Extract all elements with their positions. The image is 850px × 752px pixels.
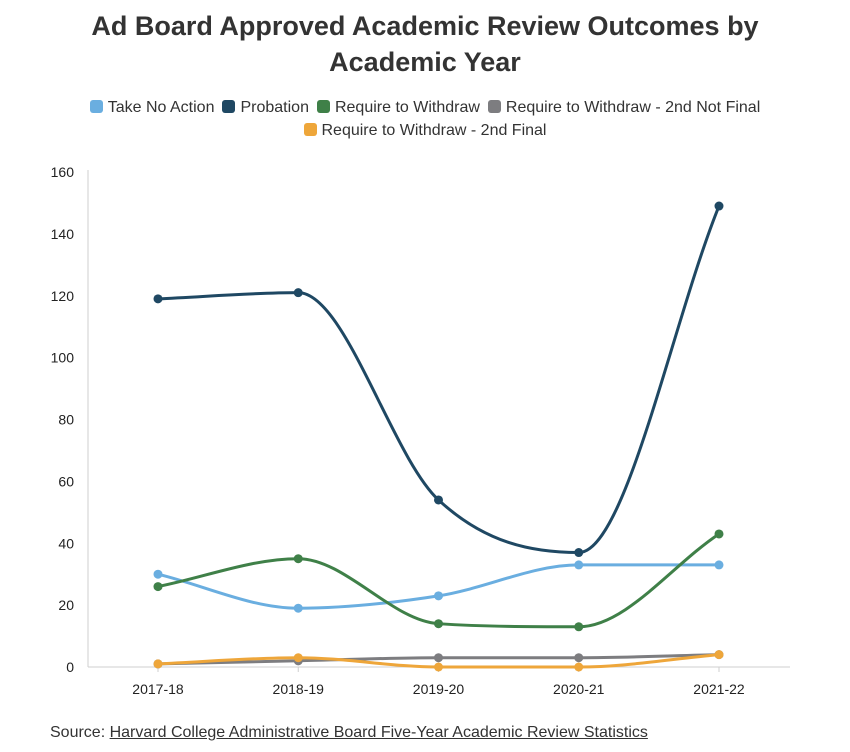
chart-title-line-1: Ad Board Approved Academic Review Outcom… bbox=[91, 11, 759, 41]
data-point bbox=[434, 495, 443, 505]
legend-swatch bbox=[222, 100, 236, 113]
data-point bbox=[293, 603, 303, 613]
legend-item[interactable]: Require to Withdraw - 2nd Not Final bbox=[487, 96, 761, 119]
chart-title-line-2: Academic Year bbox=[329, 47, 521, 77]
x-tick-label: 2020-21 bbox=[553, 681, 605, 697]
legend-swatch bbox=[303, 123, 317, 136]
y-tick-label: 100 bbox=[51, 350, 75, 366]
data-point bbox=[574, 622, 584, 632]
chart-legend: Take No Action Probation Require to Withdr… bbox=[20, 96, 830, 142]
series-line-probation bbox=[156, 204, 721, 555]
legend-label: Require to Withdraw bbox=[334, 99, 480, 116]
legend-swatch bbox=[89, 100, 103, 113]
y-tick-label: 140 bbox=[51, 226, 75, 242]
line-chart: 0 20 40 60 80 100 120 140 160 2017-18 2018-19 2019-… bbox=[51, 164, 790, 697]
x-tick-label: 2017-18 bbox=[132, 681, 184, 697]
x-tick-label: 2019-20 bbox=[413, 681, 465, 697]
data-point bbox=[434, 662, 443, 672]
data-point bbox=[574, 560, 584, 570]
y-tick-label: 0 bbox=[66, 659, 74, 675]
series-line-require-to-withdraw bbox=[156, 532, 721, 629]
legend-label: Probation bbox=[240, 99, 309, 116]
data-point bbox=[714, 650, 724, 660]
y-tick-label: 120 bbox=[51, 288, 75, 304]
y-tick-label: 20 bbox=[58, 597, 74, 613]
source-prefix: Source: bbox=[50, 724, 110, 741]
legend-label: Take No Action bbox=[107, 99, 215, 116]
data-point bbox=[574, 548, 584, 558]
data-point bbox=[434, 653, 443, 663]
data-point bbox=[434, 619, 443, 629]
data-point bbox=[293, 554, 303, 564]
x-tick-label: 2021-22 bbox=[693, 681, 745, 697]
legend-swatch bbox=[487, 100, 501, 113]
legend-swatch bbox=[316, 100, 330, 113]
y-tick-label: 160 bbox=[51, 164, 75, 180]
data-point bbox=[714, 560, 724, 570]
data-point bbox=[574, 662, 584, 672]
legend-item[interactable]: Require to Withdraw bbox=[316, 96, 480, 119]
data-point bbox=[714, 201, 724, 211]
chart-title: Ad Board Approved Academic Review Outcom… bbox=[0, 8, 850, 80]
y-tick-label: 60 bbox=[58, 473, 74, 489]
y-tick-label: 40 bbox=[58, 535, 74, 551]
legend-label: Require to Withdraw - 2nd Final bbox=[321, 122, 547, 139]
x-tick-label: 2018-19 bbox=[273, 681, 325, 697]
data-point bbox=[153, 294, 163, 304]
y-tick-label: 80 bbox=[58, 412, 74, 428]
data-point bbox=[153, 659, 163, 669]
data-point bbox=[293, 653, 303, 663]
data-point bbox=[153, 569, 163, 579]
source-note: Source: Harvard College Administrative B… bbox=[50, 724, 648, 742]
data-point bbox=[574, 653, 584, 663]
legend-item[interactable]: Take No Action bbox=[89, 96, 215, 119]
source-link[interactable]: Harvard College Administrative Board Fiv… bbox=[109, 724, 648, 741]
data-point bbox=[153, 582, 163, 592]
data-point bbox=[714, 529, 724, 539]
data-point bbox=[293, 288, 303, 298]
legend-label: Require to Withdraw - 2nd Not Final bbox=[505, 99, 761, 116]
data-point bbox=[434, 591, 443, 601]
legend-item[interactable]: Probation bbox=[222, 96, 309, 119]
legend-item[interactable]: Require to Withdraw - 2nd Final bbox=[303, 119, 547, 142]
